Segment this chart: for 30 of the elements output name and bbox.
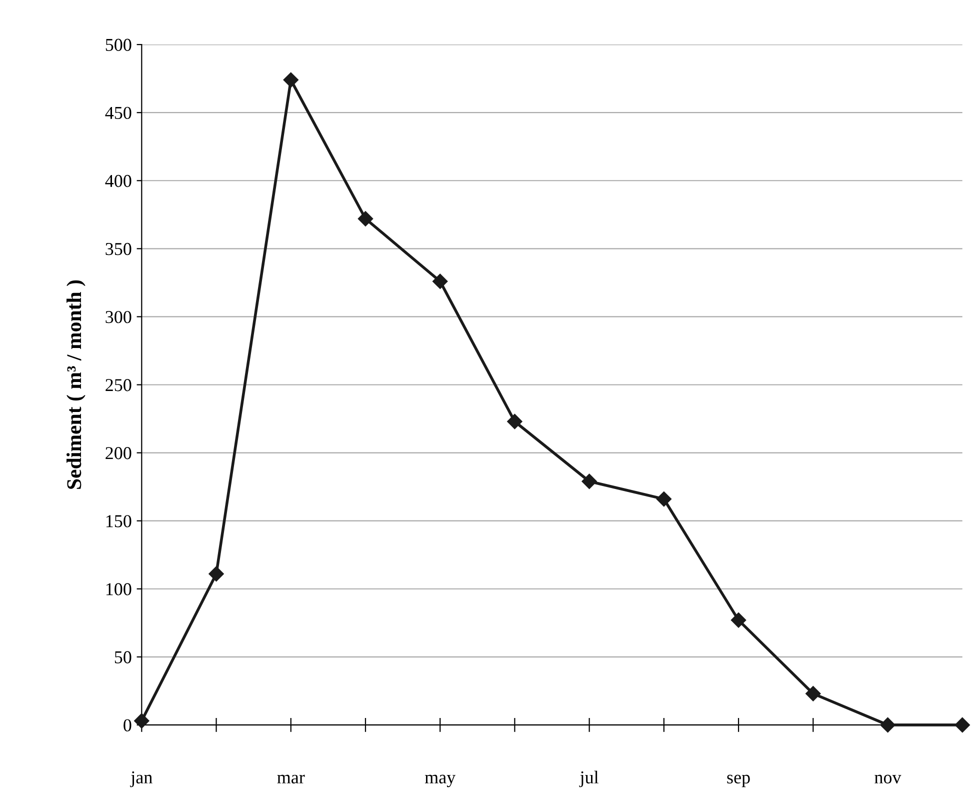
point [507,414,522,430]
x-tick-label: sep [727,774,750,788]
y-tick-label: 50 [114,651,132,664]
point [806,686,821,702]
x-tick-label: nov [874,774,902,784]
x-tick-label: jul [579,770,598,788]
x-tick-label: may [424,774,456,788]
point [432,274,448,289]
y-tick-label: 300 [106,310,132,324]
point [880,717,896,733]
point [582,474,597,489]
point [283,72,298,88]
y-tick-label: 450 [105,106,132,120]
x-tick-label: mar [277,774,305,784]
y-tick-label: 100 [106,583,132,596]
point [730,612,746,628]
point [134,713,150,728]
y-tick-label: 350 [106,242,132,256]
point [358,211,374,226]
y-axis-title: Sediment ( m³ / month ) [66,280,86,489]
y-tick-label: 500 [106,38,132,51]
point [656,491,672,507]
y-tick-label: 150 [106,515,132,528]
x-tick-label: jan [130,771,152,788]
y-tick-label: 250 [106,379,132,392]
point [954,717,970,733]
point [208,566,224,582]
y-tick-label: 200 [106,447,132,460]
y-tick-label: 400 [105,174,132,188]
y-tick-label: 0 [124,719,132,732]
